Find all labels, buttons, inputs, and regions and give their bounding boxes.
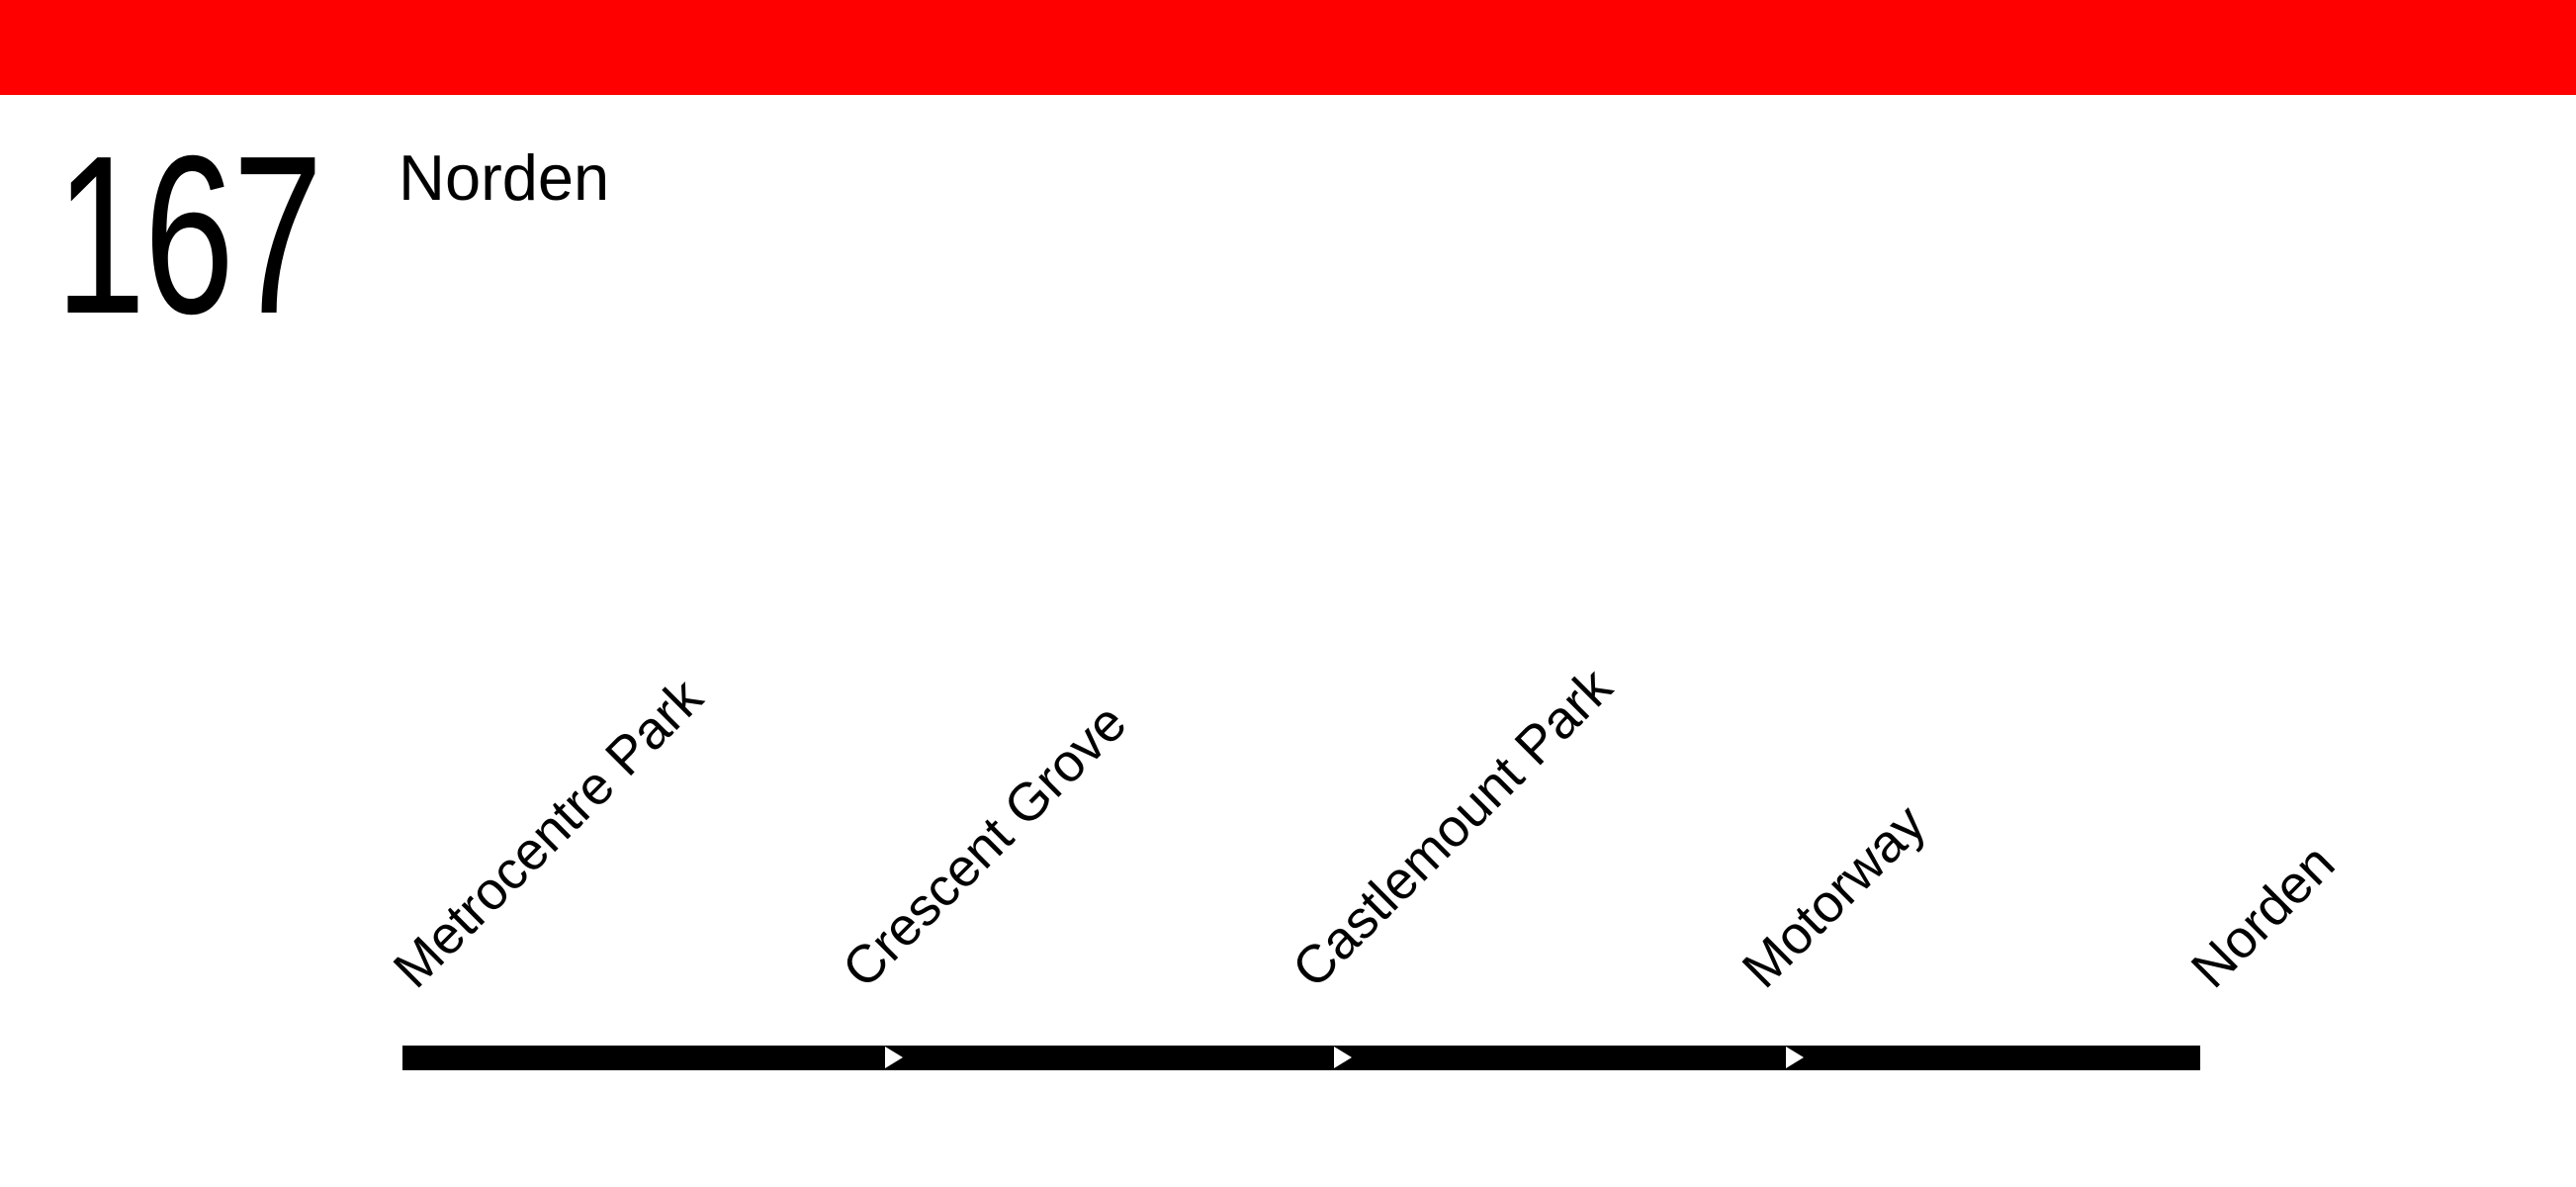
- header-red-bar: [0, 0, 2576, 95]
- direction-arrow-icon: [885, 1047, 903, 1068]
- route-destination: Norden: [399, 141, 610, 214]
- direction-arrow-icon: [1334, 1047, 1352, 1068]
- stop-label: Metrocentre Park: [382, 667, 714, 1000]
- route-line: [402, 1046, 2200, 1070]
- stop-label: Crescent Grove: [831, 692, 1138, 1000]
- route-number: 167: [55, 110, 323, 361]
- stop-label: Norden: [2179, 833, 2347, 1000]
- stop-label: Motorway: [1731, 793, 1937, 1000]
- stop-label: Castlemount Park: [1281, 657, 1624, 1000]
- direction-arrow-icon: [1786, 1047, 1804, 1068]
